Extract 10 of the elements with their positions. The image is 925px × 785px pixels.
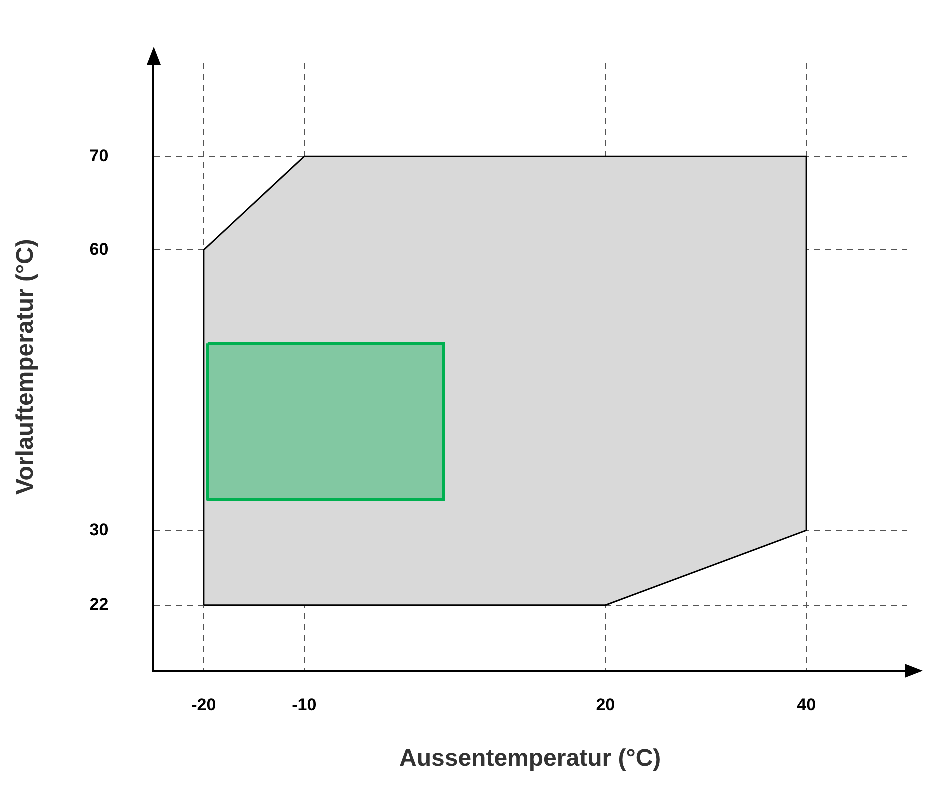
x-tick-label: 20 — [596, 696, 616, 715]
y-tick-label: 22 — [90, 595, 109, 614]
y-tick-label: 30 — [90, 520, 109, 540]
x-tick-label: -20 — [192, 696, 216, 715]
y-tick-label: 60 — [90, 240, 109, 259]
x-tick-label: 40 — [797, 696, 816, 715]
y-tick-label: 70 — [90, 146, 109, 166]
x-tick-label: -10 — [292, 696, 317, 715]
x-axis-title: Aussentemperatur (°C) — [400, 745, 662, 772]
y-axis-title: Vorlauftemperatur (°C) — [12, 239, 40, 495]
